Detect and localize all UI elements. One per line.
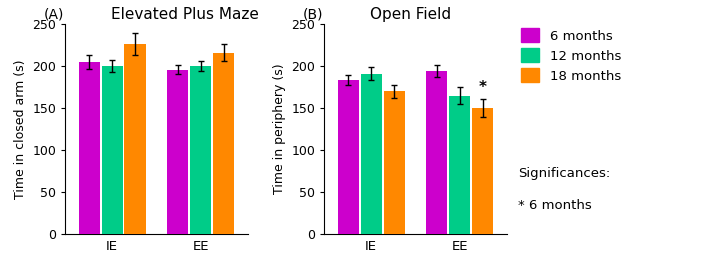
Legend: 6 months, 12 months, 18 months: 6 months, 12 months, 18 months (521, 28, 621, 83)
Bar (450, 95, 471, 234)
Y-axis label: Time in closed arm (s): Time in closed arm (s) (14, 59, 27, 199)
Bar (213, 53, 235, 234)
Text: Elevated Plus Maze: Elevated Plus Maze (111, 8, 258, 22)
Bar (337, 80, 359, 234)
Text: (B): (B) (303, 8, 323, 22)
Bar (190, 66, 211, 234)
Bar (472, 108, 493, 234)
Text: Significances:: Significances: (518, 167, 610, 180)
Bar (167, 69, 188, 234)
Bar (384, 91, 405, 234)
Y-axis label: Time in periphery (s): Time in periphery (s) (273, 64, 286, 194)
Text: *: * (479, 80, 487, 95)
Bar (79, 62, 100, 234)
Bar (101, 66, 122, 234)
Text: * 6 months: * 6 months (518, 199, 592, 212)
Text: (A): (A) (43, 8, 64, 22)
Bar (361, 74, 382, 234)
Bar (125, 44, 146, 234)
Bar (426, 71, 447, 234)
Text: Open Field: Open Field (370, 8, 451, 22)
